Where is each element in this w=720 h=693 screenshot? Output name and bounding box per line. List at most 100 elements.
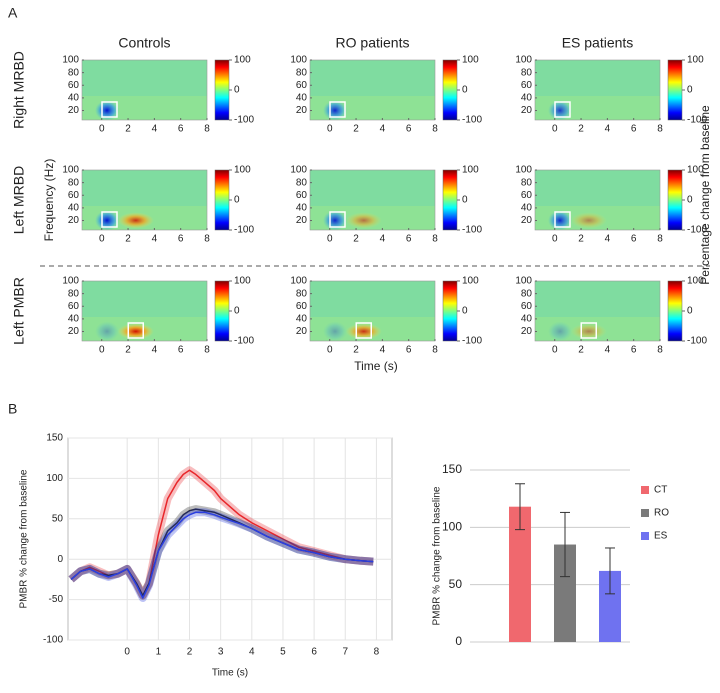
desync-blob	[95, 210, 119, 230]
x-tick-label: 6	[406, 124, 412, 135]
y-tick-label: 20	[296, 215, 308, 226]
x-tick-label: 6	[406, 345, 412, 356]
x-tick-label: 0	[124, 647, 130, 658]
y-tick-label: 80	[296, 67, 308, 78]
colorbar-tick-label: 100	[234, 55, 251, 66]
x-tick-label: 8	[204, 345, 210, 356]
colorbar-tick-label: 100	[234, 165, 251, 176]
spectrogram	[535, 60, 660, 120]
row-label: Left PMBR	[11, 277, 27, 345]
colorbar-tick-label: 100	[462, 55, 479, 66]
desync-blob	[95, 100, 119, 120]
colorbar-tick-label: 100	[687, 276, 704, 287]
x-tick-label: 4	[380, 234, 386, 245]
y-tick-label: 0	[455, 634, 462, 648]
y-tick-label: 100	[62, 276, 79, 287]
y-axis-label: PMBR % change from baseline	[19, 469, 30, 608]
colorbar-tick-label: -100	[462, 115, 482, 126]
y-tick-label: 100	[442, 520, 462, 534]
x-tick-label: 2	[187, 647, 193, 658]
x-tick-label: 6	[631, 234, 637, 245]
y-tick-label: 20	[296, 326, 308, 337]
spectrogram	[310, 170, 435, 230]
x-tick-label: 1	[156, 647, 162, 658]
colorbar	[214, 169, 230, 231]
spectrogram	[535, 281, 660, 341]
y-tick-label: 80	[521, 67, 533, 78]
desync-blob	[323, 210, 347, 230]
colorbar-tick-label: 0	[687, 85, 693, 96]
roi-box	[554, 101, 571, 118]
y-tick-label: 0	[57, 554, 63, 565]
roi-box	[355, 322, 372, 339]
y-tick-label: 40	[296, 314, 308, 325]
y-tick-label: 40	[68, 314, 80, 325]
y-tick-label: 20	[68, 105, 80, 116]
x-tick-label: 8	[432, 234, 438, 245]
x-tick-label: 2	[125, 124, 131, 135]
y-tick-label: 40	[68, 93, 80, 104]
spectrogram	[535, 170, 660, 230]
colorbar-tick-label: 100	[462, 165, 479, 176]
roi-box	[554, 211, 571, 228]
frame	[309, 169, 436, 231]
colorbar	[442, 280, 458, 342]
y-tick-label: 40	[296, 93, 308, 104]
x-tick-label: 4	[152, 345, 158, 356]
colorbar-tick-label: -100	[462, 336, 482, 347]
x-tick-label: 6	[631, 345, 637, 356]
x-tick-label: 6	[178, 345, 184, 356]
x-tick-label: 2	[125, 345, 131, 356]
x-tick-label: 8	[432, 124, 438, 135]
colorbar	[667, 59, 683, 121]
legend-swatch	[641, 509, 649, 517]
roi-box	[580, 322, 597, 339]
x-tick-label: 6	[406, 234, 412, 245]
x-tick-label: 0	[327, 234, 333, 245]
frame	[534, 59, 661, 121]
x-tick-label: 2	[353, 234, 359, 245]
bar	[554, 544, 576, 642]
colorbar-tick-label: -100	[234, 336, 254, 347]
colorbar	[214, 59, 230, 121]
frame	[309, 59, 436, 121]
y-tick-label: 100	[515, 165, 532, 176]
x-tick-label: 2	[578, 345, 584, 356]
colorbar-tick-label: 100	[234, 276, 251, 287]
row-label: Left MRBD	[11, 166, 27, 234]
x-tick-label: 6	[178, 234, 184, 245]
x-tick-label: 3	[218, 647, 224, 658]
colorbar-tick-label: 0	[234, 306, 240, 317]
spectrogram	[310, 281, 435, 341]
x-tick-label: 8	[374, 647, 380, 658]
x-tick-label: 8	[432, 345, 438, 356]
colorbar-tick-label: 0	[462, 85, 468, 96]
y-tick-label: 20	[296, 105, 308, 116]
y-tick-label: 100	[62, 165, 79, 176]
frame	[534, 169, 661, 231]
colorbar-tick-label: 0	[234, 85, 240, 96]
colorbar-tick-label: 100	[462, 276, 479, 287]
rebound-blob	[345, 212, 382, 229]
colorbar-tick-label: -100	[687, 115, 707, 126]
colorbar-tick-label: 0	[234, 195, 240, 206]
desync-blob	[95, 321, 119, 341]
colorbar	[442, 169, 458, 231]
x-tick-label: 0	[552, 234, 558, 245]
colorbar-label: Percentage change from baseline	[698, 105, 712, 285]
frame	[534, 280, 661, 342]
spectrogram	[82, 60, 207, 120]
frame	[81, 59, 208, 121]
frame	[309, 280, 436, 342]
y-tick-label: 60	[521, 190, 533, 201]
spectrogram	[82, 170, 207, 230]
colorbar-tick-label: -100	[687, 225, 707, 236]
y-tick-label: 80	[296, 177, 308, 188]
desync-blob	[323, 100, 347, 120]
x-tick-label: 6	[178, 124, 184, 135]
x-tick-label: 4	[605, 124, 611, 135]
bar	[599, 570, 621, 642]
y-tick-label: 80	[68, 67, 80, 78]
legend-swatch	[641, 486, 649, 494]
desync-blob	[548, 321, 572, 341]
